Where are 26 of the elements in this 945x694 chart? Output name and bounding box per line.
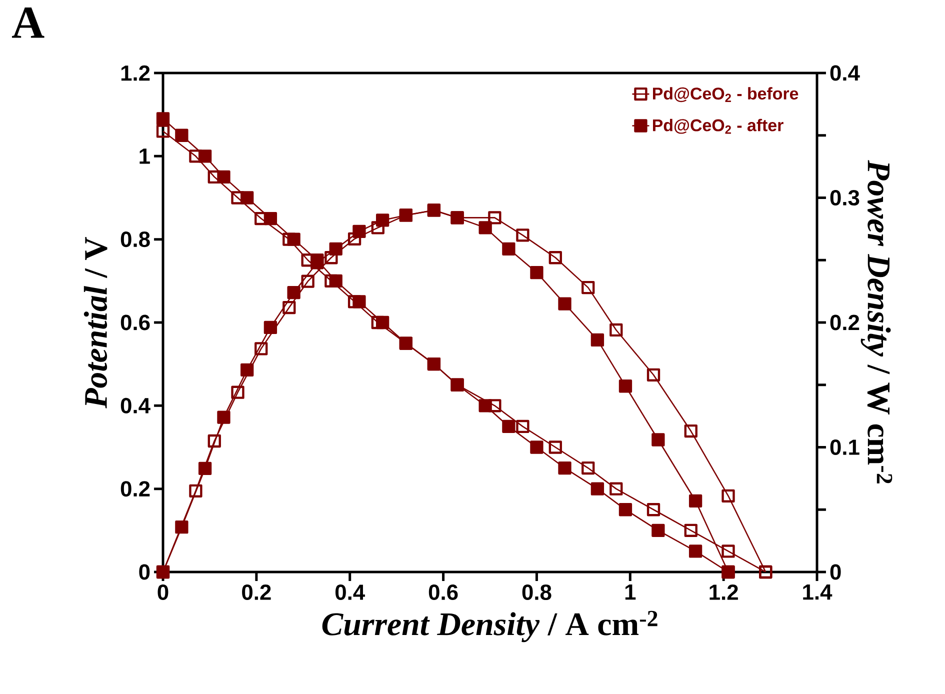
y2-tick-label: 0.1: [830, 439, 860, 456]
x-tick-label: 1: [625, 584, 636, 600]
y-tick-label: 1.2: [121, 65, 150, 81]
y-tick-label: 0.2: [120, 481, 150, 497]
x-tick-label: 1.2: [710, 584, 738, 600]
x-tick-label: 0.6: [428, 584, 458, 600]
y-tick-label: 1: [140, 148, 150, 164]
y-tick-label: 0.6: [120, 314, 150, 330]
y-tick-label: 0.4: [120, 398, 150, 414]
x-axis-title: Current Density / A cm$^{-2}$: [322, 610, 658, 642]
y-axis-title: Potential / V: [84, 237, 108, 408]
y2-axis-title: Power Density / W cm$^{-2}$: [860, 160, 892, 484]
y-tick-label: 0: [139, 564, 150, 580]
legend-label: Pd@CeO$_{2}$ - before: [653, 87, 798, 102]
y2-tick-label: 0.2: [830, 314, 860, 330]
legend-label: Pd@CeO$_{2}$ - after: [653, 118, 784, 134]
x-tick-label: 1.4: [803, 584, 832, 600]
text: A: [12, 8, 44, 38]
x-tick-label: 0.2: [242, 584, 271, 600]
y2-tick-label: 0.4: [830, 65, 860, 81]
y2-tick-label: 0: [830, 564, 841, 580]
x-tick-label: 0: [158, 584, 168, 600]
y2-tick-label: 0.3: [830, 190, 860, 206]
x-tick-label: 0.4: [335, 584, 365, 600]
y-tick-label: 0.8: [120, 232, 150, 248]
x-tick-label: 0.8: [522, 584, 552, 600]
